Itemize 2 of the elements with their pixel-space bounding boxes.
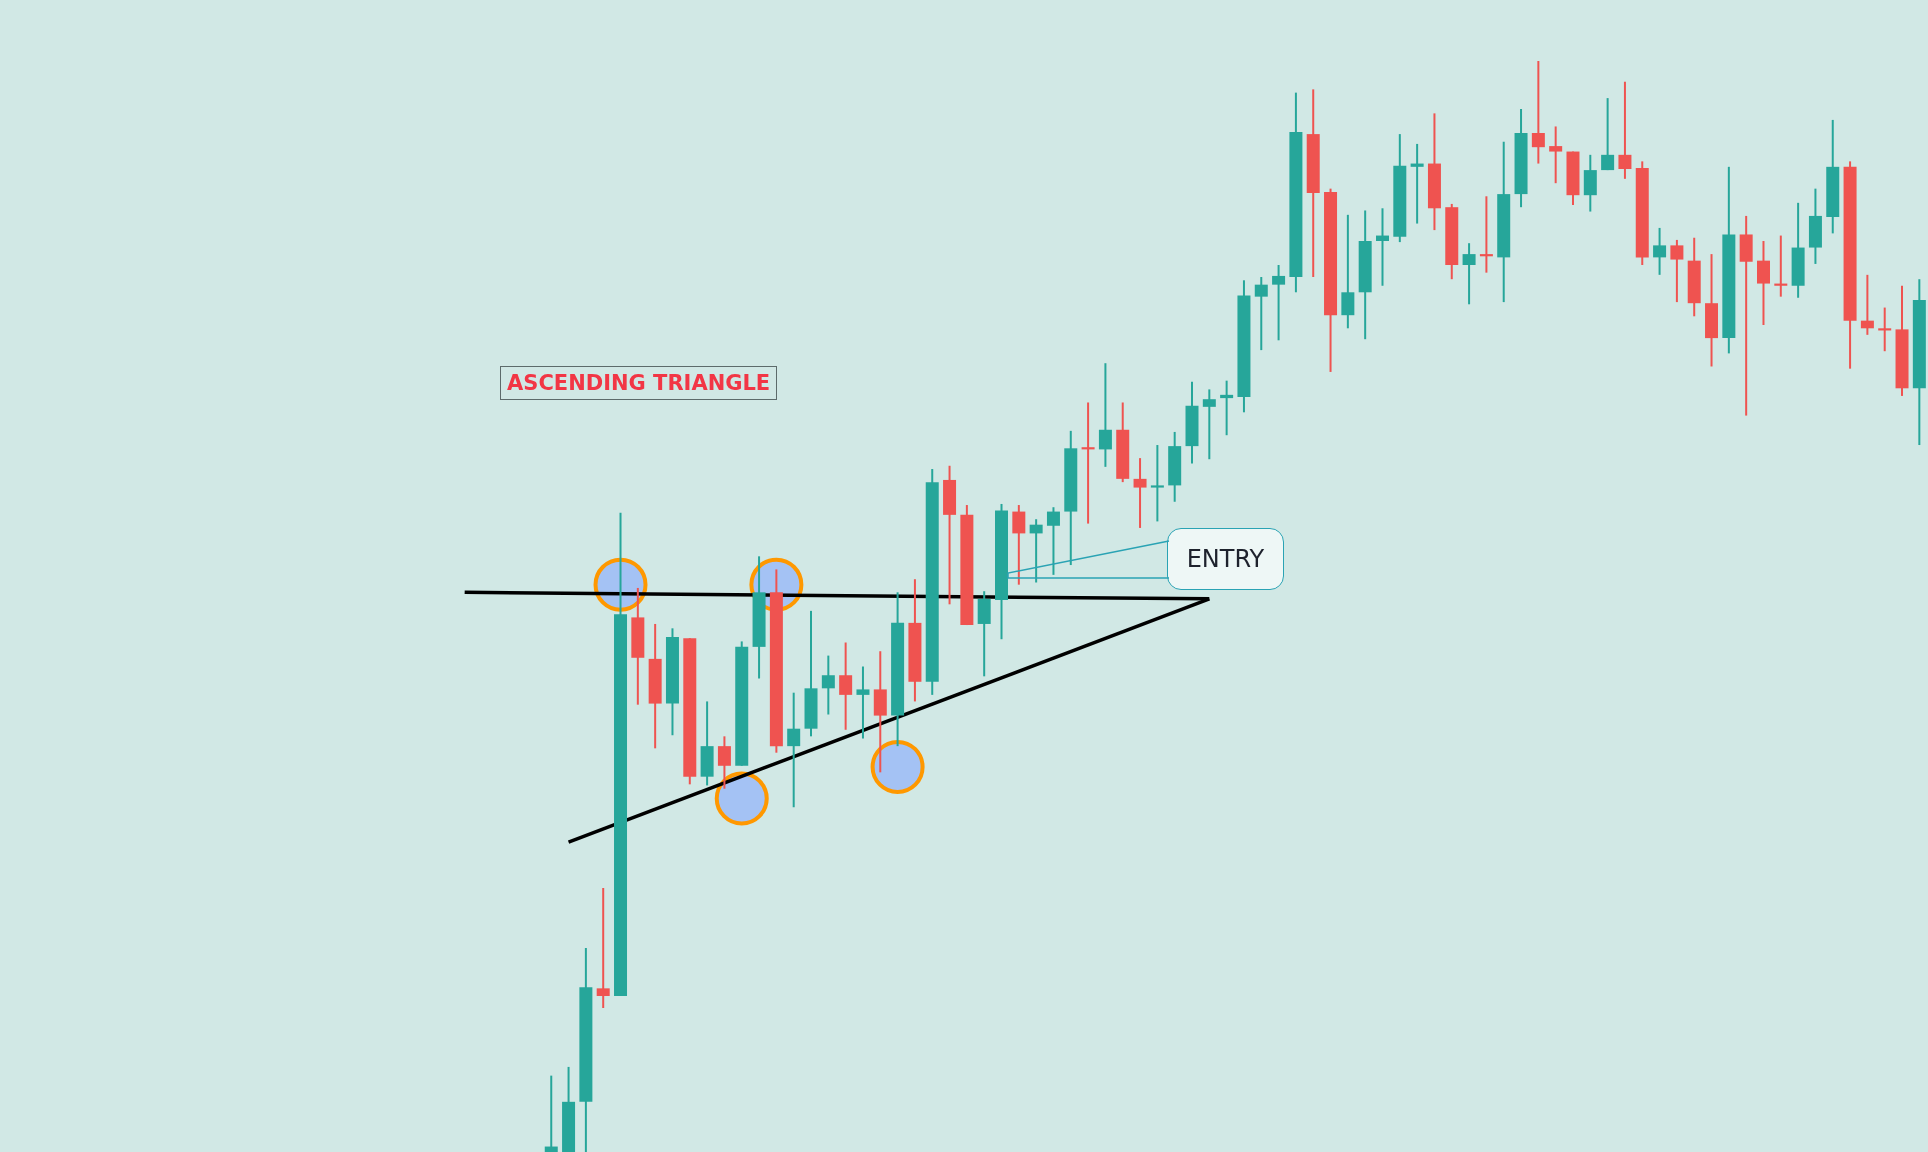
text: ASCENDING TRIANGLE (500, 366, 778, 400)
annotation: ENTRY (1186, 545, 1265, 573)
